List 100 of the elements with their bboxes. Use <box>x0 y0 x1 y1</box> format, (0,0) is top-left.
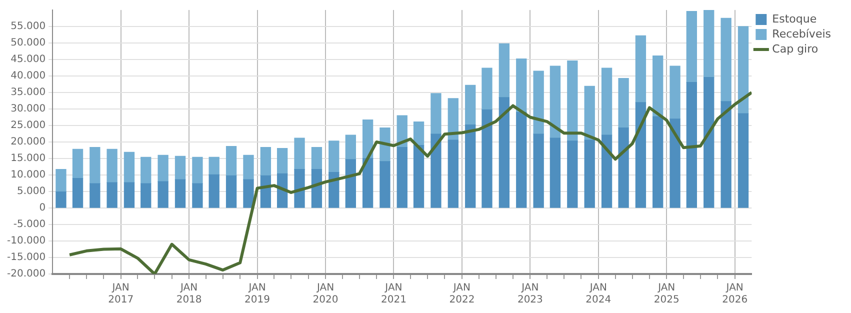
bar <box>670 66 680 120</box>
bar <box>550 66 561 138</box>
bar <box>158 154 168 182</box>
bar <box>567 60 578 142</box>
bar <box>635 102 646 208</box>
bar <box>516 58 527 113</box>
y-tick-label: 35.000 <box>10 87 46 98</box>
bar <box>738 26 749 114</box>
y-tick-label: 25.000 <box>10 120 46 132</box>
bar <box>618 78 629 128</box>
bar <box>413 144 424 208</box>
y-tick-label: 10.000 <box>10 170 46 181</box>
bar <box>652 116 664 208</box>
y-tick-label: -10.000 <box>6 236 46 247</box>
bar <box>618 127 629 208</box>
bar <box>448 140 458 208</box>
x-tick-label: JAN 2022 <box>449 282 475 306</box>
bar <box>311 169 322 208</box>
y-tick-label: 30.000 <box>10 104 46 115</box>
bar <box>90 183 100 208</box>
bar <box>465 124 476 208</box>
bar <box>260 146 272 176</box>
bar <box>482 68 492 110</box>
y-tick-label: 55.000 <box>10 21 46 32</box>
bar <box>72 178 84 208</box>
bar <box>328 172 340 208</box>
bar <box>90 146 100 184</box>
x-tick-label: JAN 2025 <box>654 282 680 306</box>
bar <box>498 43 510 98</box>
bar <box>396 146 408 208</box>
y-tick-label: 15.000 <box>10 153 46 164</box>
x-tick-label: JAN 2019 <box>244 282 270 306</box>
bar <box>498 97 510 208</box>
x-tick-label: JAN 2017 <box>108 282 134 306</box>
bar <box>106 148 118 183</box>
bar <box>533 70 544 134</box>
y-tick-label: 0 <box>39 202 46 214</box>
bar <box>124 182 135 208</box>
x-tick-label: JAN 2024 <box>586 282 612 306</box>
bar <box>140 156 152 184</box>
bar <box>584 140 595 208</box>
bar <box>174 156 186 180</box>
x-tick-label: JAN 2023 <box>517 282 543 306</box>
bar <box>430 93 442 134</box>
bar <box>311 146 322 170</box>
bar <box>294 138 305 170</box>
bar <box>584 86 595 140</box>
x-tick-label: JAN 2018 <box>176 282 202 306</box>
bar <box>413 122 424 146</box>
bar <box>208 174 220 208</box>
bar <box>550 138 561 208</box>
legend-label: Estoque <box>772 12 817 26</box>
bar <box>720 18 732 102</box>
bar <box>430 134 442 208</box>
y-tick-label: 5.000 <box>16 186 46 198</box>
bar <box>226 175 237 208</box>
bar <box>208 156 220 175</box>
y-tick-label: 20.000 <box>10 136 46 148</box>
bar <box>192 156 203 184</box>
bar <box>652 56 664 117</box>
bar <box>56 169 66 192</box>
bar <box>516 112 527 208</box>
bar <box>106 182 118 208</box>
y-tick-label: 45.000 <box>10 54 46 66</box>
bar <box>72 148 84 179</box>
bar <box>533 134 544 208</box>
bar <box>345 134 356 160</box>
bar <box>174 179 186 208</box>
bar <box>56 192 66 208</box>
bar <box>704 10 714 78</box>
y-tick-label: 50.000 <box>10 38 46 49</box>
bar <box>226 146 237 176</box>
bar <box>362 158 374 208</box>
bar <box>704 76 714 208</box>
bar <box>243 154 254 180</box>
bar <box>276 148 288 174</box>
legend-label: Recebíveis <box>772 27 832 40</box>
bar <box>567 140 578 208</box>
bar <box>686 10 697 83</box>
bar <box>635 35 646 103</box>
bar <box>328 140 340 173</box>
bar <box>158 181 168 208</box>
legend-label: Cap giro <box>772 42 818 56</box>
bar <box>686 82 697 208</box>
bar <box>670 118 680 208</box>
bar <box>192 183 203 208</box>
x-tick-label: JAN 2026 <box>722 282 748 306</box>
bar <box>482 109 492 208</box>
bar <box>140 183 152 208</box>
bar <box>720 101 732 208</box>
bar <box>294 169 305 208</box>
y-tick-label: -5.000 <box>13 219 46 230</box>
bar <box>738 113 749 208</box>
bar <box>465 84 476 126</box>
bar <box>124 152 135 183</box>
bar <box>601 134 612 208</box>
bar <box>380 161 390 208</box>
bar <box>448 98 458 140</box>
y-tick-label: 40.000 <box>10 70 46 82</box>
x-tick-label: JAN 2021 <box>380 282 406 306</box>
